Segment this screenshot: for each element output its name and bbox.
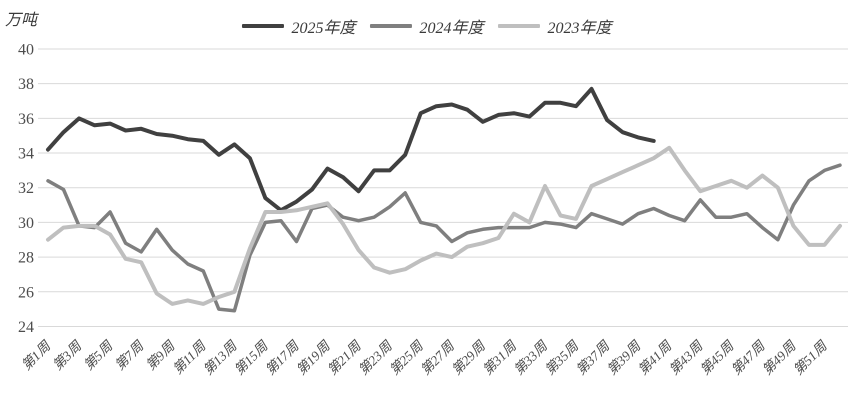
series-lines [46, 86, 842, 313]
legend-item-2024: 2024年度 [369, 14, 484, 38]
x-tick-label-week-7: 第7周 [112, 337, 148, 373]
y-tick-label-28: 28 [18, 250, 34, 267]
x-tick-label-week-1: 第1周 [19, 337, 55, 373]
y-tick-label-38: 38 [18, 76, 34, 93]
y-tick-label-40: 40 [18, 42, 34, 59]
legend-label-2023: 2023年度 [547, 20, 612, 37]
y-tick-label-32: 32 [18, 180, 34, 197]
y-axis-tick-labels: 40 38 36 34 32 30 28 26 24 [18, 42, 34, 336]
y-tick-label-24: 24 [18, 319, 34, 336]
legend-swatch-2025 [241, 24, 284, 28]
series-line-2025 [46, 86, 656, 213]
legend: 2025年度 2024年度 2023年度 [241, 14, 612, 38]
legend-item-2023: 2023年度 [497, 14, 612, 38]
x-tick-label-week-5: 第5周 [81, 337, 117, 373]
series-line-2023 [46, 145, 842, 306]
legend-label-2024: 2024年度 [419, 20, 484, 37]
x-tick-label-week-3: 第3周 [50, 337, 86, 373]
x-axis-tick-labels: 第1周第3周第5周第7周第9周第11周第13周第15周第17周第19周第21周第… [19, 337, 831, 377]
legend-label-2025: 2025年度 [291, 20, 356, 37]
gridlines [38, 48, 848, 327]
y-tick-label-36: 36 [18, 111, 34, 128]
y-tick-label-26: 26 [18, 284, 34, 301]
legend-swatch-2023 [497, 24, 540, 28]
y-tick-label-30: 30 [18, 215, 34, 232]
y-tick-label-34: 34 [18, 146, 34, 163]
legend-swatch-2024 [369, 24, 412, 28]
series-line-2024 [46, 163, 842, 313]
x-tick-label-week-51: 第51周 [790, 337, 830, 377]
y-axis-unit-label: 万吨 [5, 12, 38, 29]
legend-item-2025: 2025年度 [241, 14, 355, 38]
